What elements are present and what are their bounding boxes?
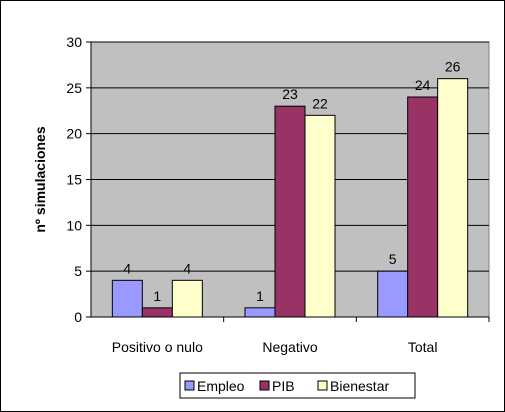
y-tick-label: 15 — [66, 172, 82, 188]
legend-label-pib: PIB — [272, 378, 295, 394]
data-label: 23 — [282, 86, 298, 102]
data-label: 22 — [312, 95, 328, 111]
y-tick-label: 25 — [66, 80, 82, 96]
y-axis-label: nº simulaciones — [32, 126, 48, 232]
data-label: 26 — [445, 59, 461, 75]
y-tick-label: 0 — [74, 309, 82, 325]
legend — [179, 372, 416, 399]
data-label: 5 — [389, 251, 397, 267]
data-label: 1 — [153, 288, 161, 304]
y-tick-label: 20 — [66, 126, 82, 142]
data-label: 4 — [183, 260, 191, 276]
bar-empleo — [111, 279, 143, 318]
legend-swatch-pib — [259, 380, 270, 391]
bar-pib — [141, 307, 173, 318]
bar-pib — [274, 105, 306, 318]
bar-bienestar — [171, 279, 203, 318]
legend-swatch-bienestar — [317, 380, 328, 391]
x-tick-label: Positivo o nulo — [112, 339, 203, 355]
bar-bienestar — [304, 114, 336, 318]
data-label: 4 — [123, 260, 131, 276]
x-tick-label: Total — [408, 339, 438, 355]
y-tick-label: 10 — [66, 217, 82, 233]
data-label: 1 — [256, 288, 264, 304]
y-tick-label: 5 — [74, 263, 82, 279]
y-tick-label: 30 — [66, 34, 82, 50]
legend-label-empleo: Empleo — [197, 378, 245, 394]
bar-empleo — [377, 270, 409, 318]
data-label: 24 — [415, 77, 431, 93]
legend-swatch-empleo — [184, 380, 195, 391]
bar-bienestar — [437, 78, 469, 318]
x-tick-label: Negativo — [262, 339, 317, 355]
bar-pib — [407, 96, 439, 318]
bar-empleo — [244, 307, 276, 318]
legend-label-bienestar: Bienestar — [330, 378, 389, 394]
